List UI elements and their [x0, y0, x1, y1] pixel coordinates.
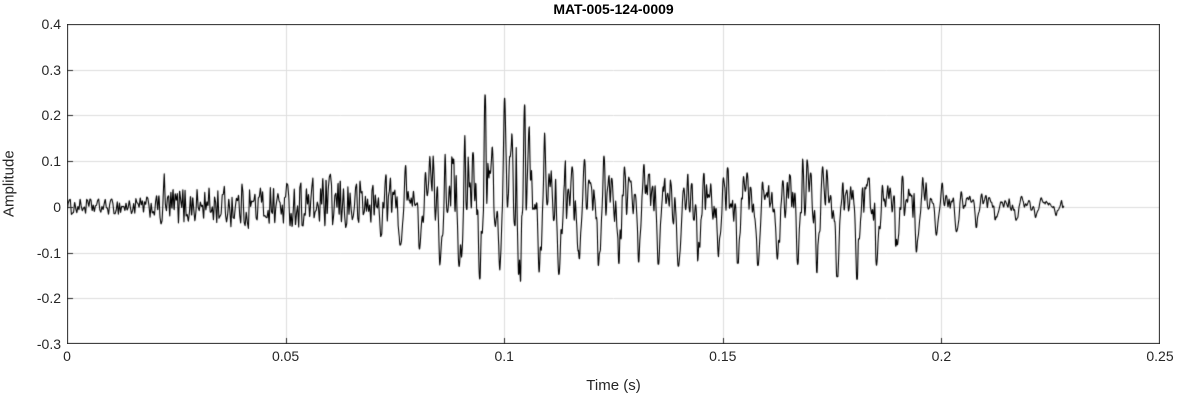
x-axis-label: Time (s) — [586, 377, 641, 394]
plot-area — [67, 24, 1160, 344]
chart-title: MAT-005-124-0009 — [553, 1, 674, 17]
x-tick-label: 0.05 — [271, 348, 300, 364]
x-tick-label: 0.15 — [709, 348, 737, 364]
y-tick-label: 0.2 — [41, 107, 61, 124]
y-tick-label: -0.1 — [36, 244, 61, 261]
y-tick-label: 0.4 — [41, 16, 61, 32]
y-tick-label: 0.1 — [41, 153, 61, 170]
y-tick-label: -0.3 — [36, 336, 61, 352]
y-tick-label: 0 — [53, 198, 61, 215]
x-tick-label: 0.1 — [494, 348, 514, 364]
x-tick-label: 0 — [63, 348, 71, 364]
x-tick-label: 0.25 — [1146, 348, 1174, 364]
x-tick-label: 0.2 — [931, 348, 952, 364]
y-tick-label: -0.2 — [36, 290, 61, 307]
y-tick-label: 0.3 — [41, 61, 61, 78]
y-axis-label: Amplitude — [0, 150, 18, 218]
